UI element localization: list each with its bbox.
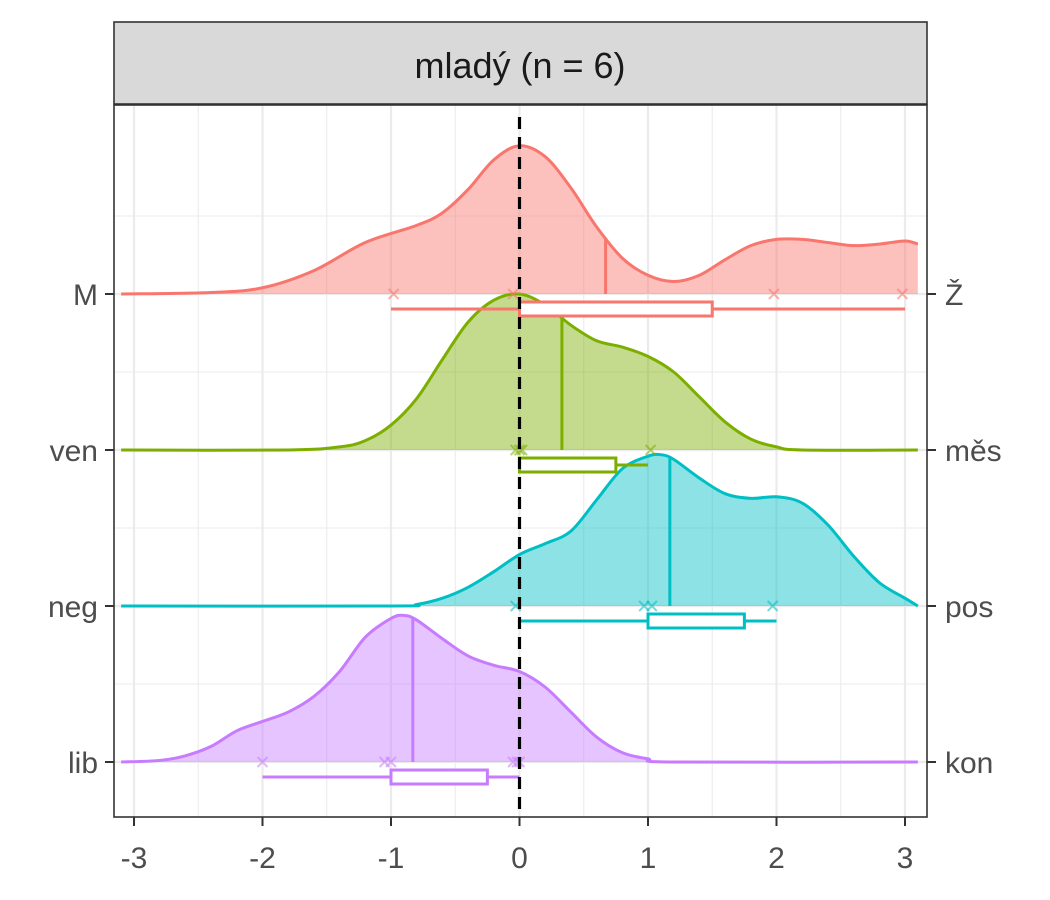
data-point: [507, 288, 519, 300]
box: [518, 456, 618, 474]
x-tick-label: 0: [511, 842, 528, 875]
point-stroke: [513, 444, 526, 456]
x-tick-label: 1: [640, 842, 657, 875]
point-stroke: [516, 444, 528, 456]
data-point: [768, 288, 780, 300]
panel-strip: [113, 21, 928, 105]
y-label-left: ven: [50, 435, 98, 468]
point-stroke: [387, 288, 400, 300]
x-tick-label: -3: [121, 842, 148, 875]
point-stroke: [896, 288, 909, 300]
box: [389, 768, 489, 786]
data-point: [385, 756, 397, 768]
data-point: [646, 600, 658, 612]
data-point: [766, 600, 779, 612]
point-stroke: [507, 288, 519, 300]
panel-title: mladý (n = 6): [414, 45, 625, 86]
point-stroke: [385, 756, 397, 768]
point-stroke: [766, 600, 779, 612]
y-label-right: kon: [945, 747, 993, 780]
ridge-neg: [121, 452, 919, 630]
point-stroke: [768, 288, 780, 300]
point-stroke: [644, 444, 657, 456]
axes: -3 -2 -1 0 1 2 3 lib kon neg pos ven měs M Ž: [48, 279, 1002, 875]
density-fill: [121, 454, 918, 607]
density-line: [121, 452, 919, 608]
data-point: [513, 444, 526, 456]
x-tick-label: 2: [768, 842, 785, 875]
box: [518, 300, 714, 318]
y-label-right: měs: [945, 435, 1002, 468]
y-label-left: neg: [48, 591, 98, 624]
point-stroke: [256, 756, 269, 768]
y-label-left: lib: [68, 747, 98, 780]
point-stroke: [646, 600, 658, 612]
y-label-right: Ž: [945, 279, 963, 312]
x-tick-label: 3: [897, 842, 914, 875]
x-tick-label: -2: [249, 842, 276, 875]
data-point: [644, 444, 657, 456]
density-line: [121, 613, 918, 764]
data-point: [256, 756, 269, 768]
y-label-left: M: [73, 279, 98, 312]
box: [646, 612, 746, 630]
x-tick-label: -1: [378, 842, 405, 875]
data-point: [896, 288, 909, 300]
density-fill: [121, 293, 918, 451]
data-point: [387, 288, 400, 300]
y-label-right: pos: [945, 591, 993, 624]
